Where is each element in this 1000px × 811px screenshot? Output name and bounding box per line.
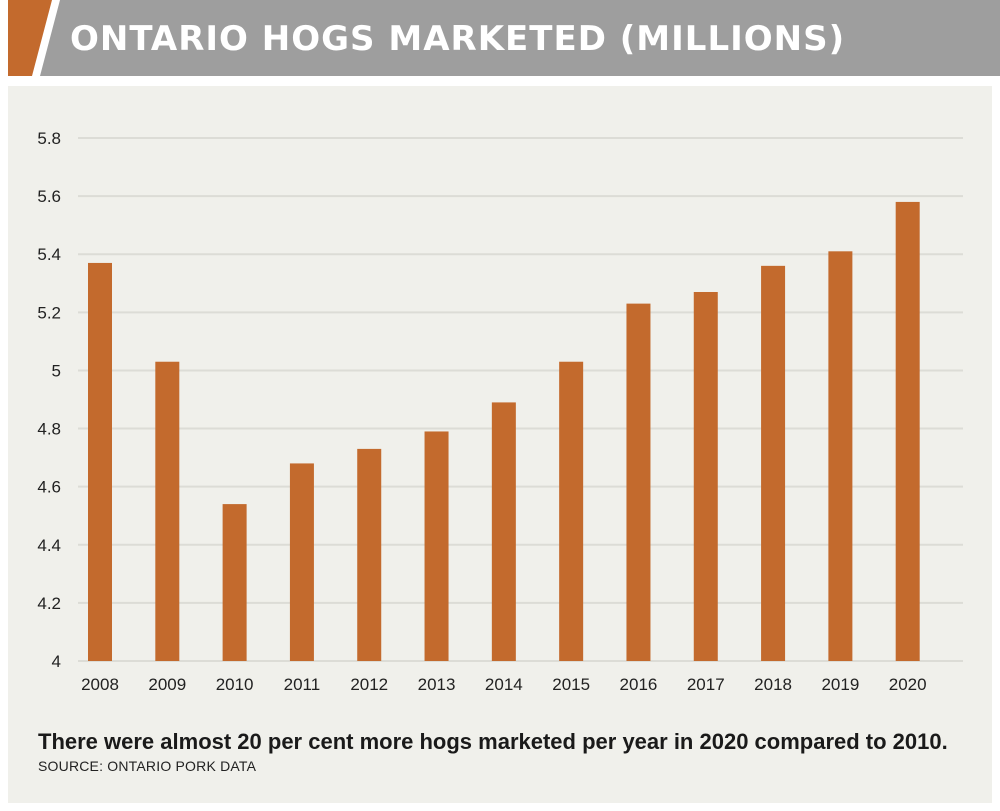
bar-2012	[357, 448, 382, 661]
x-tick-label: 2009	[148, 675, 186, 694]
x-tick-label: 2014	[485, 675, 523, 694]
x-tick-label: 2010	[216, 675, 254, 694]
y-tick-label: 4.2	[37, 594, 61, 613]
bar-2014	[491, 402, 516, 661]
x-tick-label: 2016	[620, 675, 658, 694]
x-tick-label: 2018	[754, 675, 792, 694]
x-tick-label: 2012	[350, 675, 388, 694]
title-banner: ONTARIO HOGS MARKETED (MILLIONS)	[0, 0, 1000, 76]
y-tick-label: 4.6	[37, 478, 61, 497]
bar-2019	[828, 251, 853, 662]
y-axis-ticks: 4 4.2 4.4 4.6 4.8 5 5.2 5.4 5.6 5.8	[37, 129, 61, 671]
y-tick-label: 5	[52, 361, 61, 380]
banner-bar	[40, 0, 1000, 76]
bar-2009	[155, 361, 180, 661]
y-tick-label: 5.8	[37, 129, 61, 148]
bar-2017	[693, 291, 718, 661]
y-tick-label: 5.6	[37, 187, 61, 206]
banner-accent-tab	[8, 0, 52, 76]
chart-caption: There were almost 20 per cent more hogs …	[38, 729, 948, 754]
bar-2020	[895, 201, 920, 661]
x-tick-label: 2008	[81, 675, 119, 694]
y-tick-label: 4.8	[37, 420, 61, 439]
chart-panel: 4 4.2 4.4 4.6 4.8 5 5.2 5.4 5.6 5.8 2008 2009 2010 2…	[8, 86, 992, 803]
x-tick-label: 2011	[284, 675, 321, 694]
y-tick-label: 5.2	[37, 303, 61, 322]
x-tick-label: 2020	[889, 675, 927, 694]
source-note: SOURCE: ONTARIO PORK DATA	[38, 758, 257, 774]
bar-2015	[559, 361, 584, 661]
y-tick-label: 4	[52, 652, 61, 671]
x-tick-label: 2013	[418, 675, 456, 694]
y-tick-label: 4.4	[37, 536, 61, 555]
bars	[88, 201, 920, 662]
chart-title: ONTARIO HOGS MARKETED (MILLIONS)	[70, 19, 846, 59]
bar-2013	[424, 431, 449, 661]
x-axis-ticks: 2008 2009 2010 2011 2012 2013 2014 2015 2016 2017…	[81, 675, 927, 694]
bar-2016	[626, 303, 651, 661]
banner-graphic	[8, 0, 1000, 76]
x-tick-label: 2017	[687, 675, 725, 694]
x-tick-label: 2015	[552, 675, 590, 694]
bar-chart: 44.24.44.64.855.25.45.65.8 2008 2009 2010 2…	[37, 129, 963, 694]
bar-2010	[222, 504, 247, 661]
bar-2018	[761, 265, 786, 661]
x-tick-label: 2019	[821, 675, 859, 694]
bar-2011	[289, 463, 314, 661]
bar-2008	[88, 262, 112, 661]
y-tick-label: 5.4	[37, 245, 61, 264]
